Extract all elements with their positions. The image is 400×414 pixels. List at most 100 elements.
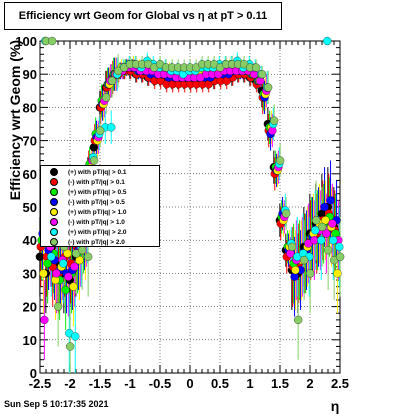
legend-entry: (-) with pT/|q| > 0.5 bbox=[41, 197, 159, 207]
data-point bbox=[293, 315, 303, 325]
data-point bbox=[323, 246, 333, 255]
data-point bbox=[335, 252, 345, 261]
y-tick-label: 30 bbox=[23, 266, 37, 281]
x-tick-label: -1.5 bbox=[89, 376, 111, 391]
legend-marker-icon bbox=[50, 228, 58, 236]
data-point bbox=[69, 282, 78, 291]
data-point bbox=[108, 76, 117, 85]
data-point bbox=[70, 262, 79, 271]
chart-title: Efficiency wrt Geom for Global vs η at p… bbox=[4, 2, 282, 30]
data-point bbox=[281, 209, 291, 218]
data-point bbox=[40, 315, 49, 325]
x-axis-label: η bbox=[331, 398, 340, 414]
data-point bbox=[311, 226, 320, 235]
data-point bbox=[321, 216, 330, 225]
y-tick-label: 60 bbox=[23, 167, 37, 182]
data-point bbox=[64, 272, 73, 281]
y-tick-label: 70 bbox=[23, 134, 37, 149]
legend-marker-icon bbox=[50, 188, 58, 196]
data-point bbox=[61, 285, 70, 295]
legend-label: (-) with pT/|q| > 0.5 bbox=[68, 198, 125, 206]
legend-label: (-) with pT/|q| > 0.1 bbox=[68, 178, 125, 186]
data-point bbox=[320, 202, 329, 212]
data-point bbox=[71, 332, 80, 341]
legend-entry: (+) with pT/|q| > 1.0 bbox=[41, 207, 159, 217]
data-point bbox=[269, 116, 279, 125]
x-tick-label: -1 bbox=[124, 376, 136, 391]
data-point bbox=[54, 302, 63, 311]
x-tick-label: 1.5 bbox=[271, 376, 289, 391]
data-point bbox=[263, 83, 273, 92]
y-tick-label: 40 bbox=[23, 233, 37, 248]
y-tick-label: 90 bbox=[23, 67, 37, 82]
y-axis-label: Efficiency wrt Geom (%) bbox=[7, 40, 23, 200]
data-point bbox=[107, 123, 116, 132]
x-tick-label: 1 bbox=[246, 376, 253, 391]
legend-entry: (+) with pT/|q| > 0.1 bbox=[41, 167, 159, 177]
legend-entry: (+) with pT/|q| > 0.5 bbox=[41, 187, 159, 197]
data-point bbox=[257, 70, 267, 79]
data-point bbox=[323, 36, 332, 46]
chart-title-text: Efficiency wrt Geom for Global vs η at p… bbox=[18, 10, 268, 22]
y-tick-label: 10 bbox=[23, 333, 37, 348]
legend-entry: (-) with pT/|q| > 0.1 bbox=[41, 177, 159, 187]
data-point bbox=[43, 259, 52, 268]
y-tick-label: 0 bbox=[30, 366, 37, 381]
x-tick-label: -0.5 bbox=[149, 376, 171, 391]
legend-label: (-) with pT/|q| > 1.0 bbox=[68, 218, 125, 226]
legend-marker-icon bbox=[50, 178, 58, 186]
legend-label: (+) with pT/|q| > 0.5 bbox=[68, 188, 127, 196]
data-point bbox=[317, 222, 327, 232]
data-point bbox=[84, 252, 93, 261]
data-point bbox=[333, 269, 342, 278]
legend-entry: (+) with pT/|q| > 2.0 bbox=[41, 227, 159, 237]
data-point bbox=[335, 242, 344, 251]
data-point bbox=[326, 196, 335, 205]
legend-label: (-) with pT/|q| > 2.0 bbox=[68, 238, 125, 246]
data-point bbox=[287, 242, 297, 251]
y-tick-label: 100 bbox=[15, 34, 37, 49]
data-point bbox=[328, 219, 337, 228]
legend-entry: (-) with pT/|q| > 2.0 bbox=[41, 237, 159, 247]
data-point bbox=[63, 249, 72, 258]
legend: (+) with pT/|q| > 0.1 (-) with pT/|q| > 0… bbox=[40, 165, 160, 247]
y-tick-label: 80 bbox=[23, 100, 37, 115]
data-point bbox=[102, 93, 111, 102]
x-tick-label: 2.5 bbox=[331, 376, 349, 391]
data-point bbox=[317, 236, 326, 245]
data-point bbox=[329, 236, 338, 245]
legend-label: (+) with pT/|q| > 1.0 bbox=[68, 208, 127, 216]
data-point bbox=[322, 229, 331, 238]
data-point bbox=[47, 252, 56, 261]
data-point bbox=[311, 216, 321, 225]
x-tick-label: -2.5 bbox=[29, 376, 51, 391]
legend-marker-icon bbox=[50, 208, 58, 216]
y-tick-label: 20 bbox=[23, 300, 37, 315]
legend-marker-icon bbox=[50, 168, 58, 176]
x-tick-label: -2 bbox=[64, 376, 76, 391]
data-point bbox=[75, 255, 84, 265]
legend-marker-icon bbox=[50, 238, 58, 246]
legend-label: (+) with pT/|q| > 2.0 bbox=[68, 228, 127, 236]
x-tick-label: 0.5 bbox=[211, 376, 229, 391]
legend-marker-icon bbox=[50, 198, 58, 206]
data-point bbox=[96, 126, 105, 135]
timestamp-footer: Sun Sep 5 10:17:35 2021 bbox=[4, 399, 109, 409]
legend-label: (+) with pT/|q| > 0.1 bbox=[68, 168, 127, 176]
data-point bbox=[305, 269, 315, 278]
data-point bbox=[299, 255, 309, 265]
data-point bbox=[275, 156, 285, 165]
legend-marker-icon bbox=[50, 218, 58, 226]
data-point bbox=[59, 259, 68, 268]
data-point bbox=[48, 36, 57, 46]
data-point bbox=[66, 342, 75, 351]
data-point bbox=[39, 269, 48, 278]
x-tick-label: 0 bbox=[186, 376, 193, 391]
data-point bbox=[90, 156, 99, 165]
y-tick-label: 50 bbox=[23, 200, 37, 215]
legend-entry: (-) with pT/|q| > 1.0 bbox=[41, 217, 159, 227]
x-tick-label: 2 bbox=[306, 376, 313, 391]
data-point bbox=[78, 246, 87, 255]
data-point bbox=[251, 63, 261, 72]
data-point bbox=[52, 269, 61, 278]
